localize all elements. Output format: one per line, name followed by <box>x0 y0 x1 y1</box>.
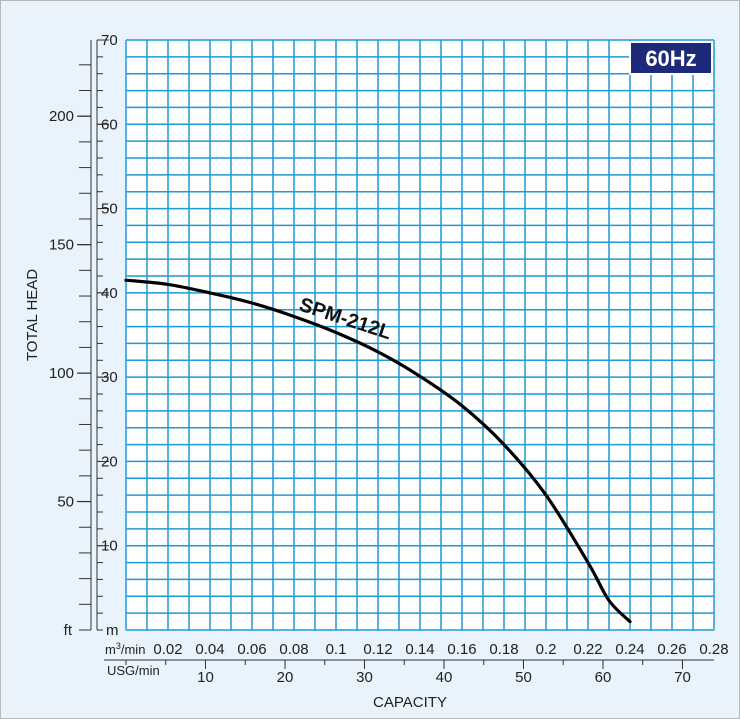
y-tick-label-ft: 50 <box>57 494 74 511</box>
x-tick-label-m3: 0.26 <box>657 641 686 658</box>
x-tick-label-m3: 0.22 <box>573 641 602 658</box>
y-tick-label-m: 60 <box>101 116 118 133</box>
x-axis-unit-usg: USG/min <box>107 663 160 678</box>
y-tick-label-m: 20 <box>101 453 118 470</box>
x-tick-label-m3: 0.18 <box>489 641 518 658</box>
x-tick-label-m3: 0.24 <box>615 641 644 658</box>
y-axis-title: TOTAL HEAD <box>24 269 41 361</box>
x-tick-label-usg: 40 <box>436 669 453 686</box>
y-tick-label-m: 40 <box>101 285 118 302</box>
axes: 10 20 30 40 50 60 70 m 50 100 150 200 ft m3/min 0.02 0.… <box>49 32 729 686</box>
y-tick-label-ft: 100 <box>49 365 74 382</box>
y-axis-unit-ft: ft <box>64 622 73 639</box>
x-tick-label-m3: 0.12 <box>363 641 392 658</box>
x-tick-label-m3: 0.14 <box>405 641 434 658</box>
y-tick-label-m: 70 <box>101 32 118 49</box>
x-tick-label-usg: 10 <box>197 669 214 686</box>
frequency-badge-label: 60Hz <box>645 46 696 71</box>
y-tick-label-m: 10 <box>101 538 118 555</box>
x-tick-label-usg: 20 <box>277 669 294 686</box>
x-tick-label-m3: 0.04 <box>195 641 224 658</box>
x-tick-label-usg: 60 <box>595 669 612 686</box>
y-axis-unit-m: m <box>106 622 119 639</box>
frequency-badge-box <box>629 41 713 75</box>
y-tick-label-m: 50 <box>101 201 118 218</box>
x-axis-title: CAPACITY <box>373 694 447 711</box>
x-tick-label-usg: 30 <box>356 669 373 686</box>
x-tick-label-usg: 50 <box>515 669 532 686</box>
x-tick-label-m3: 0.16 <box>447 641 476 658</box>
y-tick-label-ft: 200 <box>49 108 74 125</box>
x-tick-label-m3: 0.06 <box>237 641 266 658</box>
series-line-spm-212l <box>124 278 632 624</box>
x-tick-label-m3: 0.08 <box>279 641 308 658</box>
x-tick-label-m3: 0.1 <box>326 641 347 658</box>
x-tick-label-usg: 70 <box>674 669 691 686</box>
frequency-badge: 60Hz <box>629 41 713 75</box>
x-tick-label-m3: 0.02 <box>153 641 182 658</box>
y-tick-label-ft: 150 <box>49 237 74 254</box>
y-tick-label-m: 30 <box>101 369 118 386</box>
x-axis-unit-m3: m3/min <box>105 641 145 657</box>
x-tick-label-m3: 0.28 <box>699 641 728 658</box>
x-tick-label-m3: 0.2 <box>536 641 557 658</box>
